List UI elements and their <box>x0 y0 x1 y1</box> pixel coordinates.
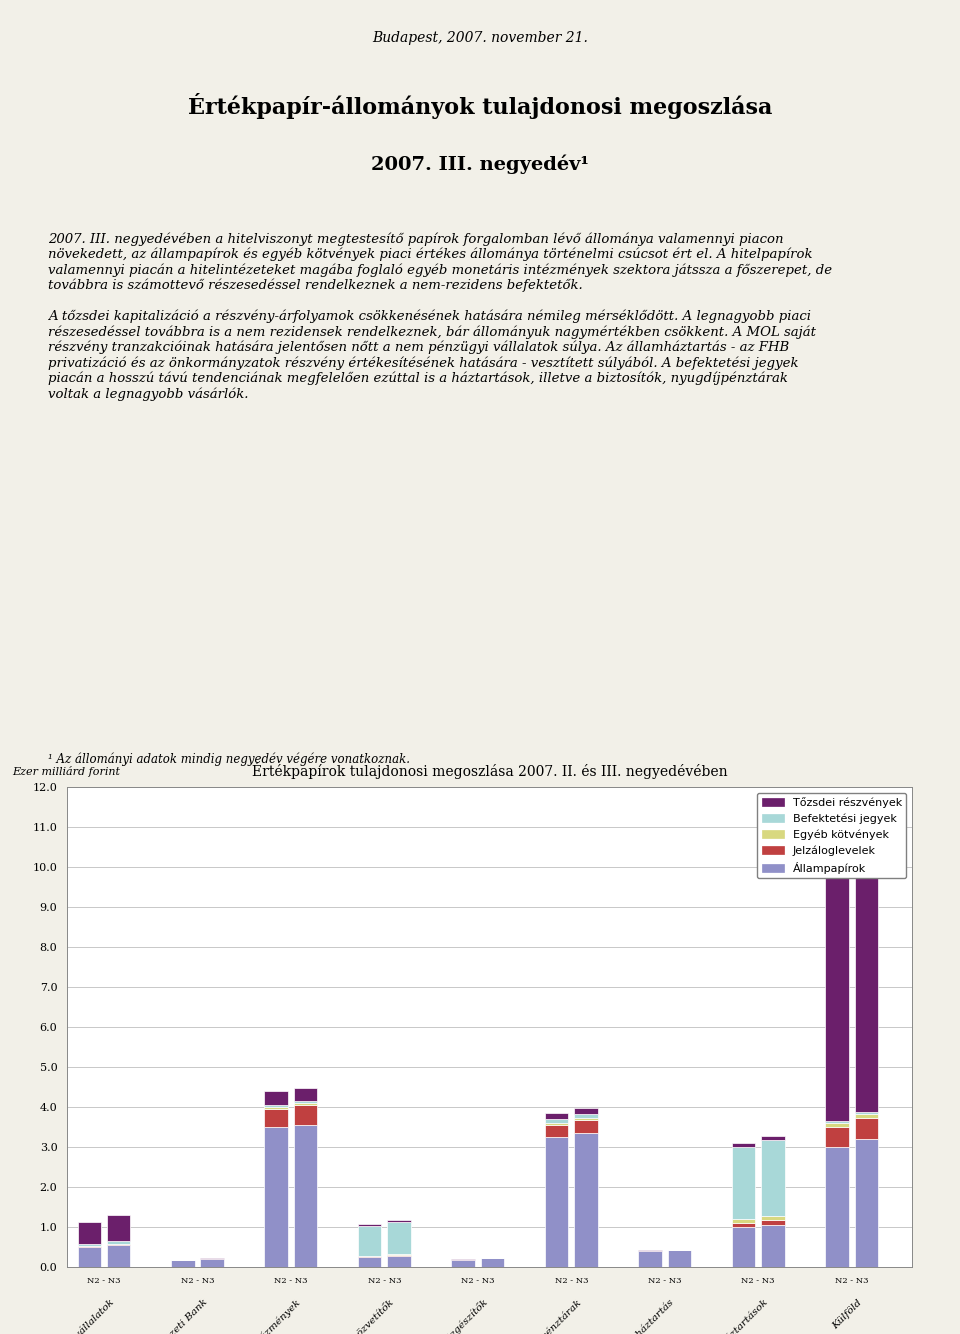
Bar <box>732 1227 756 1267</box>
Bar <box>854 1139 878 1267</box>
Text: Háztartások: Háztartások <box>718 1298 770 1334</box>
Bar <box>732 1147 756 1219</box>
Bar <box>732 1223 756 1227</box>
Bar <box>107 1246 131 1267</box>
Bar <box>107 1241 131 1243</box>
Text: Értékpapír-állományok tulajdonosi megoszlása: Értékpapír-állományok tulajdonosi megosz… <box>188 93 772 119</box>
Bar <box>451 1261 475 1267</box>
Bar <box>264 1127 288 1267</box>
Bar <box>574 1121 598 1134</box>
Bar <box>264 1107 288 1110</box>
Text: N2 - N3: N2 - N3 <box>741 1277 775 1285</box>
Bar <box>264 1091 288 1105</box>
Bar <box>574 1134 598 1267</box>
Bar <box>826 1121 849 1123</box>
Text: Egyéb pénzügyi közvetítők: Egyéb pénzügyi közvetítők <box>290 1298 396 1334</box>
Text: Budapest, 2007. november 21.: Budapest, 2007. november 21. <box>372 31 588 45</box>
Bar <box>826 1147 849 1267</box>
Bar <box>294 1089 318 1101</box>
Bar <box>854 823 878 1111</box>
Text: N2 - N3: N2 - N3 <box>180 1277 214 1285</box>
Bar <box>387 1219 411 1222</box>
Bar <box>78 1222 101 1243</box>
Text: 2007. III. negyedév¹: 2007. III. negyedév¹ <box>372 155 588 175</box>
Bar <box>826 1123 849 1127</box>
Text: N2 - N3: N2 - N3 <box>555 1277 588 1285</box>
Bar <box>264 1110 288 1127</box>
Text: Egyéb monetáris intézmények: Egyéb monetáris intézmények <box>183 1298 302 1334</box>
Bar <box>854 1118 878 1139</box>
Bar <box>294 1105 318 1126</box>
Text: Nem pénzügyi vállalatok: Nem pénzügyi vállalatok <box>17 1298 116 1334</box>
Text: N2 - N3: N2 - N3 <box>275 1277 307 1285</box>
Bar <box>544 1126 568 1137</box>
Bar <box>638 1251 661 1267</box>
Bar <box>544 1119 568 1123</box>
Bar <box>294 1103 318 1105</box>
Text: Pénzügyi kiegészítők: Pénzügyi kiegészítők <box>405 1298 490 1334</box>
Bar <box>761 1225 784 1267</box>
Text: Magyar Nemzeti Bank: Magyar Nemzeti Bank <box>120 1298 209 1334</box>
Text: Ezer milliárd forint: Ezer milliárd forint <box>12 767 120 778</box>
Bar <box>107 1215 131 1241</box>
Bar <box>264 1105 288 1107</box>
Bar <box>761 1139 784 1215</box>
Bar <box>544 1123 568 1126</box>
Bar <box>732 1143 756 1147</box>
Text: N2 - N3: N2 - N3 <box>368 1277 401 1285</box>
Text: ¹ Az állományi adatok mindig negyedév végére vonatkoznak.: ¹ Az állományi adatok mindig negyedév vé… <box>48 752 410 766</box>
Text: N2 - N3: N2 - N3 <box>461 1277 494 1285</box>
Text: Államháztartás: Államháztartás <box>614 1298 677 1334</box>
Bar <box>574 1118 598 1121</box>
Bar <box>854 1111 878 1114</box>
Text: N2 - N3: N2 - N3 <box>835 1277 869 1285</box>
Bar <box>481 1258 504 1267</box>
Bar <box>201 1259 224 1267</box>
Bar <box>78 1247 101 1267</box>
Bar <box>544 1113 568 1119</box>
Text: 2007. III. negyedévében a hitelviszonyt megtestesítő papírok forgalomban lévő ál: 2007. III. negyedévében a hitelviszonyt … <box>48 232 832 402</box>
Bar <box>294 1126 318 1267</box>
Bar <box>574 1109 598 1114</box>
Legend: Tőzsdei részvények, Befektetési jegyek, Egyéb kötvények, Jelzáloglevelek, Államp: Tőzsdei részvények, Befektetési jegyek, … <box>757 792 906 878</box>
Bar <box>544 1137 568 1267</box>
Bar <box>171 1261 195 1267</box>
Bar <box>358 1257 381 1267</box>
Bar <box>826 820 849 1121</box>
Title: Értékpapírok tulajdonosi megoszlása 2007. II. és III. negyedévében: Értékpapírok tulajdonosi megoszlása 2007… <box>252 762 728 779</box>
Text: N2 - N3: N2 - N3 <box>648 1277 682 1285</box>
Bar <box>574 1114 598 1118</box>
Text: N2 - N3: N2 - N3 <box>87 1277 121 1285</box>
Bar <box>294 1101 318 1103</box>
Bar <box>732 1219 756 1223</box>
Bar <box>854 1114 878 1118</box>
Bar <box>358 1223 381 1226</box>
Text: Biztosítók, nyugdíjpénztárak: Biztosítók, nyugdíjpénztárak <box>470 1298 583 1334</box>
Bar <box>78 1243 101 1246</box>
Bar <box>358 1226 381 1255</box>
Bar <box>387 1222 411 1254</box>
Bar <box>826 1127 849 1147</box>
Bar <box>387 1257 411 1267</box>
Bar <box>668 1250 691 1267</box>
Bar <box>761 1221 784 1225</box>
Bar <box>761 1135 784 1139</box>
Bar <box>761 1215 784 1221</box>
Text: Külföld: Külföld <box>830 1298 863 1331</box>
